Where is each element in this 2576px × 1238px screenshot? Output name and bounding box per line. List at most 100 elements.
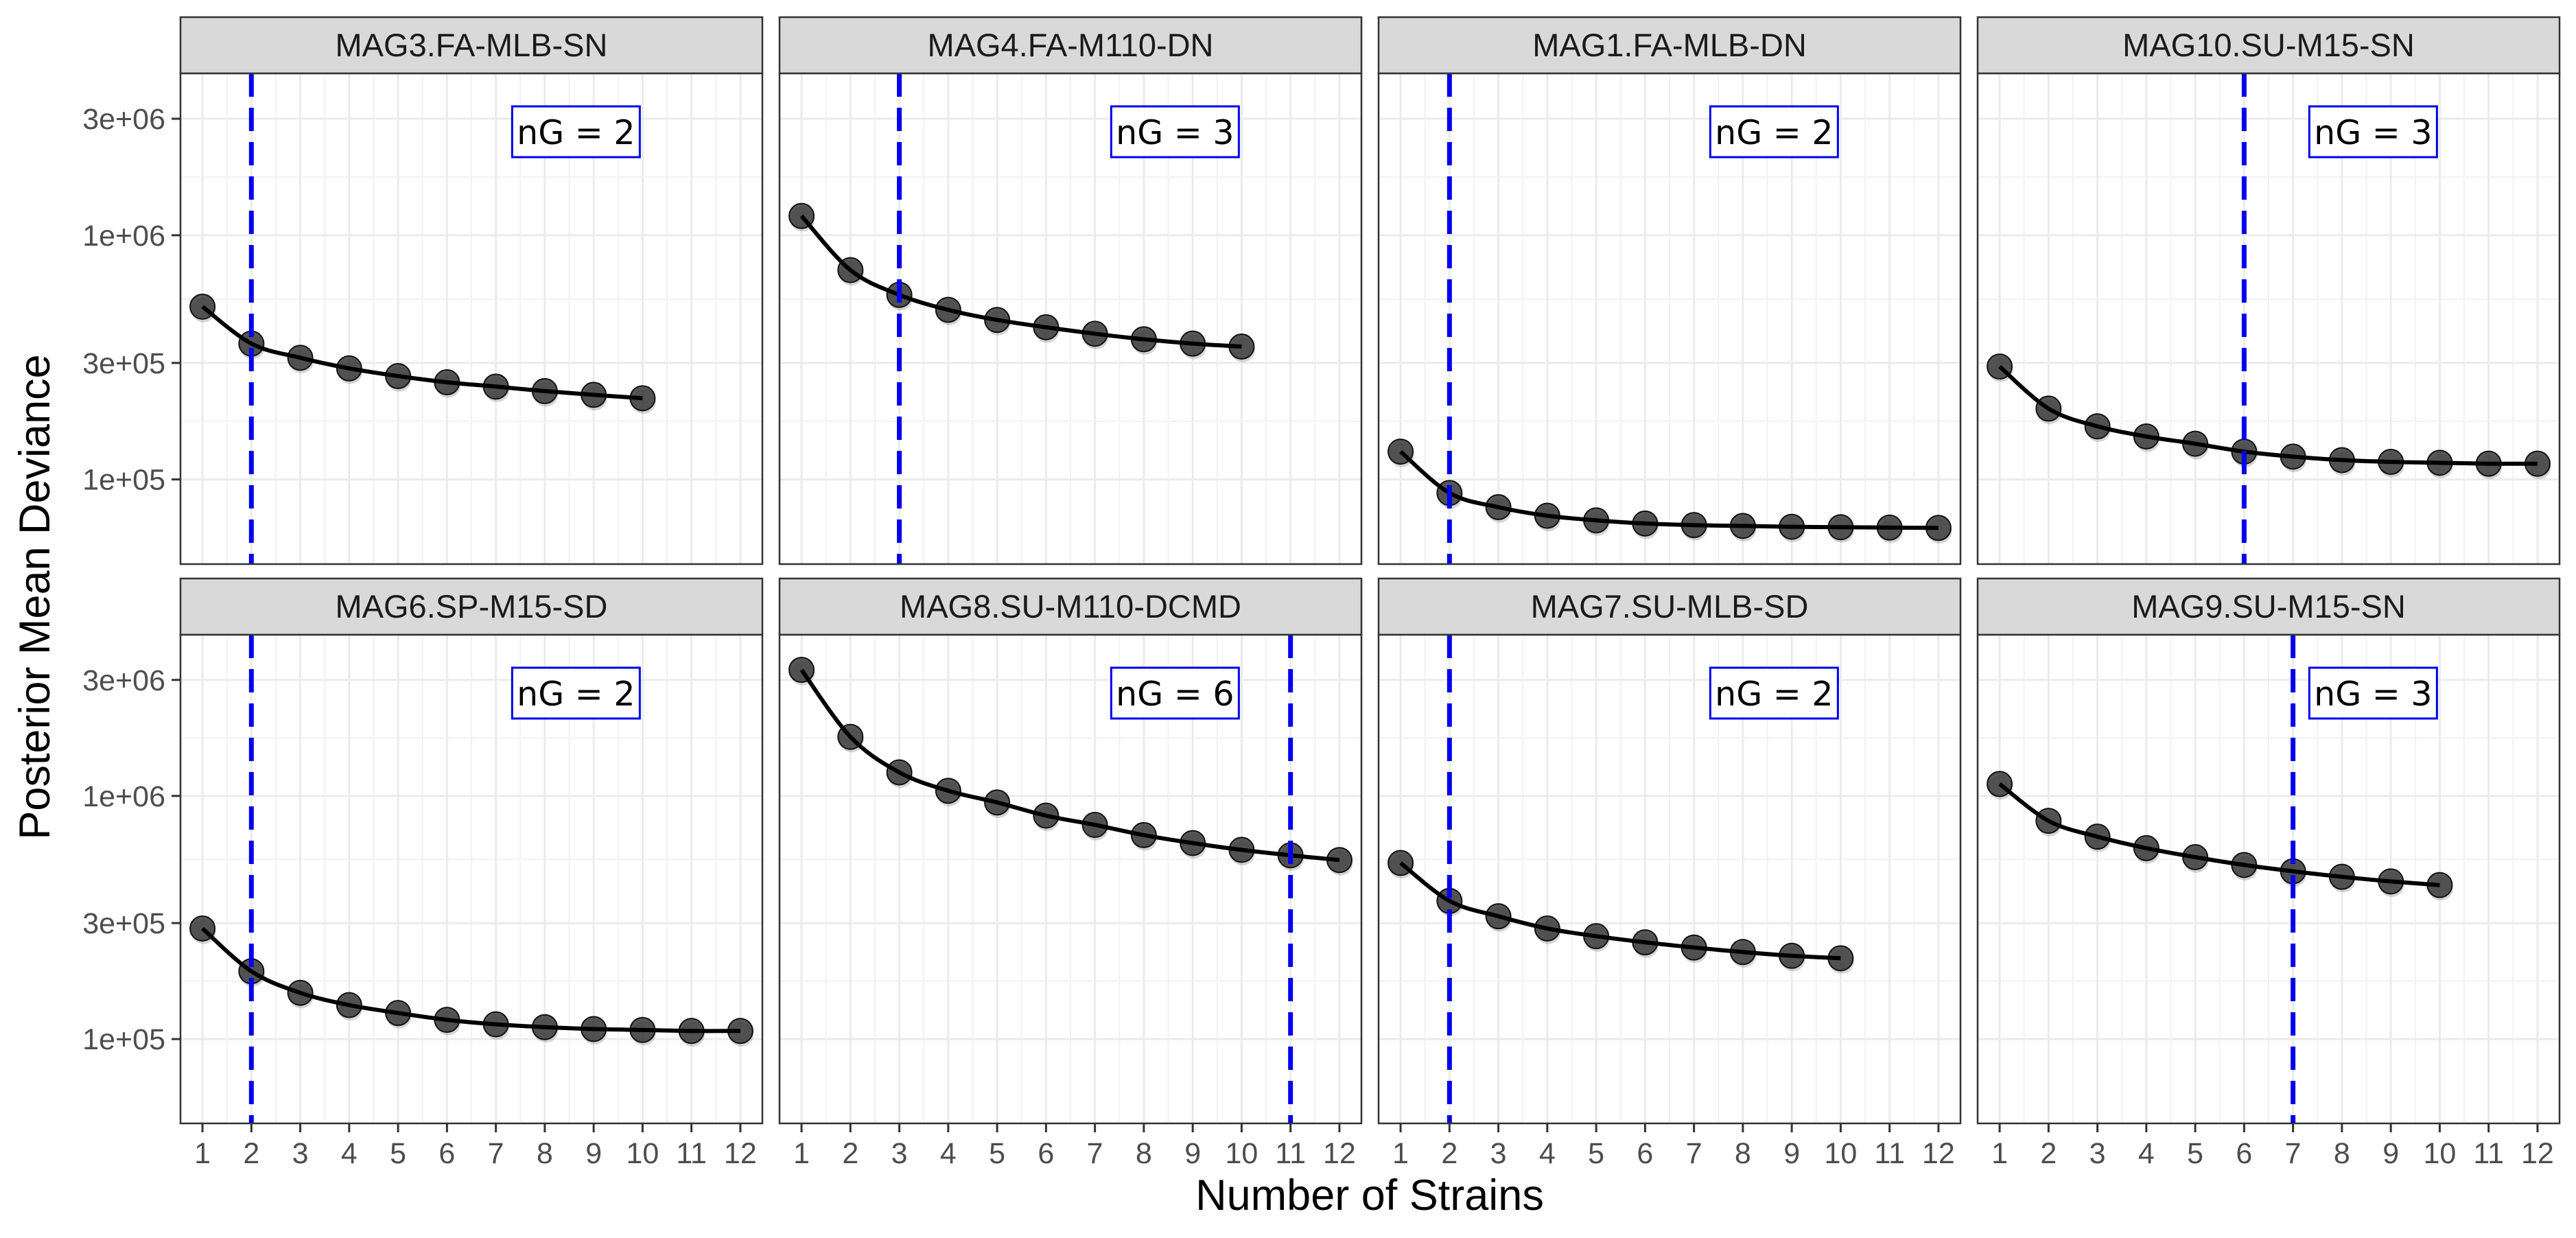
- ng-label-box: [1709, 105, 1839, 159]
- x-tick-label: 2: [842, 1137, 858, 1170]
- ng-label-box: [1110, 666, 1240, 720]
- y-tick-label: 3e+06: [82, 103, 165, 136]
- ng-label: nG = 2: [1715, 675, 1833, 714]
- facet-title: MAG9.SU-M15-SN: [2131, 588, 2406, 624]
- fitted-curve: [1998, 364, 2538, 466]
- x-tick-label: 12: [724, 1137, 757, 1170]
- fitted-curve: [1399, 449, 1939, 530]
- x-tick-label: 1: [194, 1137, 211, 1170]
- x-axis-title: Number of Strains: [1195, 1171, 1544, 1219]
- x-tick-label: 1: [1991, 1137, 2008, 1170]
- x-tick-label: 5: [390, 1137, 406, 1170]
- x-tick-label: 4: [940, 1137, 957, 1170]
- ng-label: nG = 2: [1715, 113, 1833, 152]
- ng-label: nG = 2: [517, 113, 635, 152]
- x-tick-label: 1: [1392, 1137, 1409, 1170]
- ng-label-box: [511, 105, 641, 159]
- facet-strip: [1976, 16, 2561, 75]
- x-tick-label: 6: [1637, 1137, 1653, 1170]
- ng-label-box: [2308, 105, 2438, 159]
- x-tick-label: 4: [341, 1137, 358, 1170]
- x-tick-label: 5: [2187, 1137, 2203, 1170]
- x-tick-label: 6: [438, 1137, 455, 1170]
- x-tick-label: 11: [2473, 1137, 2504, 1170]
- x-tick-label: 4: [2138, 1137, 2155, 1170]
- facet-title: MAG6.SP-M15-SD: [336, 588, 608, 624]
- panel-border: [1377, 633, 1962, 1125]
- panel-border: [778, 633, 1363, 1125]
- x-tick-label: 9: [1184, 1137, 1201, 1170]
- facet-panel-1: MAG3.FA-MLB-SN nG = 2 1e+05 3e+05 1e+06 3e+06: [82, 16, 764, 565]
- panel-border: [179, 633, 764, 1125]
- ng-label: nG = 3: [2314, 675, 2432, 714]
- x-tick-label: 10: [2423, 1137, 2456, 1170]
- y-tick-label: 1e+05: [82, 1023, 165, 1056]
- y-tick-label: 3e+05: [82, 907, 165, 940]
- x-tick-label: 10: [626, 1137, 659, 1170]
- facet-title: MAG10.SU-M15-SN: [2122, 27, 2415, 63]
- x-tick-label: 2: [1441, 1137, 1457, 1170]
- fitted-curve: [201, 926, 740, 1033]
- facet-panel-5: MAG6.SP-M15-SD nG = 2 1e+05 3e+05 1e+06 3e+06…: [82, 577, 764, 1170]
- x-tick-label: 12: [1922, 1137, 1955, 1170]
- panel-border: [778, 72, 1363, 565]
- x-tick-label: 7: [488, 1137, 504, 1170]
- ng-label-box: [511, 666, 641, 720]
- ng-label: nG = 2: [517, 675, 635, 714]
- x-tick-label: 9: [585, 1137, 602, 1170]
- x-tick-label: 8: [1735, 1137, 1751, 1170]
- x-tick-label: 7: [1087, 1137, 1103, 1170]
- x-tick-label: 9: [2382, 1137, 2399, 1170]
- y-tick-label: 3e+05: [82, 347, 165, 380]
- x-tick-label: 5: [1588, 1137, 1604, 1170]
- fitted-curve: [799, 214, 1242, 349]
- x-tick-label: 3: [292, 1137, 309, 1170]
- x-tick-label: 3: [891, 1137, 908, 1170]
- fitted-curve: [201, 305, 643, 401]
- x-tick-label: 11: [1275, 1137, 1306, 1170]
- facet-title: MAG3.FA-MLB-SN: [336, 27, 608, 63]
- ng-label: nG = 6: [1116, 675, 1234, 714]
- x-tick-label: 7: [2285, 1137, 2302, 1170]
- x-tick-label: 4: [1539, 1137, 1556, 1170]
- facet-title: MAG4.FA-M110-DN: [928, 27, 1214, 63]
- facet-panels: MAG3.FA-MLB-SN nG = 2 1e+05 3e+05 1e+06 3e+06…: [82, 16, 2561, 1170]
- x-tick-label: 9: [1783, 1137, 1800, 1170]
- y-tick-label: 1e+06: [82, 780, 165, 813]
- x-tick-label: 11: [676, 1137, 707, 1170]
- x-tick-label: 11: [1874, 1137, 1905, 1170]
- y-tick-label: 1e+06: [82, 220, 165, 253]
- x-tick-label: 8: [537, 1137, 553, 1170]
- ng-label-box: [1110, 105, 1240, 159]
- data-point: [788, 657, 815, 684]
- ng-label: nG = 3: [1116, 113, 1234, 152]
- facet-strip: [179, 577, 764, 636]
- x-tick-label: 12: [1323, 1137, 1356, 1170]
- fitted-curve: [1998, 782, 2440, 887]
- facet-strip: [778, 577, 1363, 636]
- x-tick-label: 6: [1038, 1137, 1054, 1170]
- x-tick-label: 3: [2089, 1137, 2106, 1170]
- y-axis-title: Posterior Mean Deviance: [11, 354, 59, 839]
- x-tick-label: 6: [2236, 1137, 2252, 1170]
- ng-label-box: [1709, 666, 1839, 720]
- x-tick-label: 5: [989, 1137, 1005, 1170]
- x-tick-label: 3: [1490, 1137, 1507, 1170]
- x-tick-label: 12: [2521, 1137, 2554, 1170]
- x-tick-label: 7: [1686, 1137, 1702, 1170]
- x-tick-label: 10: [1225, 1137, 1258, 1170]
- panel-border: [1976, 72, 2561, 565]
- y-tick-label: 1e+05: [82, 464, 165, 497]
- facet-title: MAG7.SU-MLB-SD: [1531, 588, 1809, 624]
- x-tick-label: 8: [1136, 1137, 1152, 1170]
- x-tick-label: 2: [243, 1137, 259, 1170]
- facet-title: MAG1.FA-MLB-DN: [1532, 27, 1807, 63]
- ng-label: nG = 3: [2314, 113, 2432, 152]
- panel-border: [1976, 633, 2561, 1125]
- x-tick-label: 1: [793, 1137, 810, 1170]
- panel-border: [179, 72, 764, 565]
